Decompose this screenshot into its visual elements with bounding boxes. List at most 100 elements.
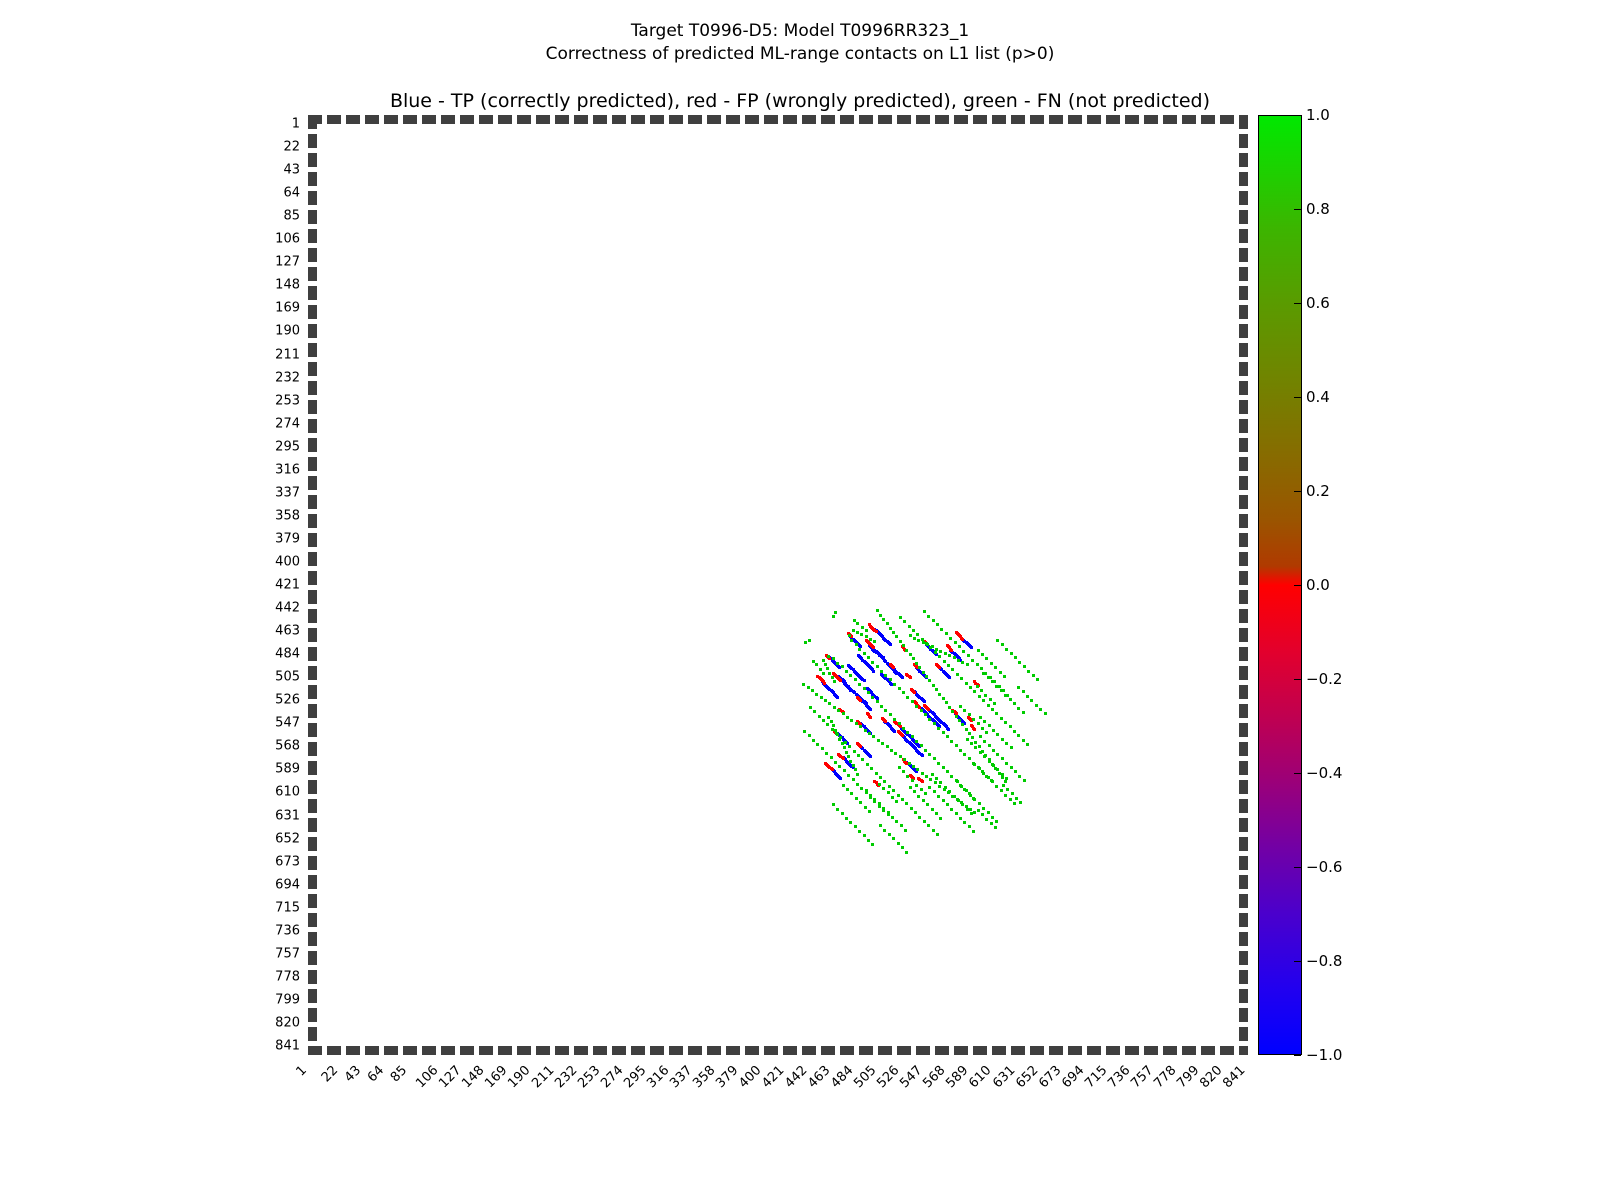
contact-point <box>841 757 845 761</box>
contact-point <box>837 752 841 756</box>
contact-point <box>999 789 1003 793</box>
contact-point <box>911 628 915 632</box>
contact-point <box>882 808 886 812</box>
contact-point <box>947 727 951 731</box>
contact-point <box>1004 693 1008 697</box>
contact-point <box>898 615 902 619</box>
contact-point <box>934 777 938 781</box>
y-tick-label: 694 <box>275 877 300 893</box>
x-tick-label: 715 <box>1081 1063 1111 1092</box>
contact-point <box>865 762 869 766</box>
contact-point <box>850 718 854 722</box>
contact-point <box>909 806 913 810</box>
contact-point <box>948 676 952 680</box>
contact-point <box>886 791 890 795</box>
x-tick-label: 379 <box>713 1063 742 1092</box>
contact-point <box>832 705 836 709</box>
contact-point <box>922 819 926 823</box>
contact-point <box>853 768 857 772</box>
contact-point <box>842 681 846 685</box>
contact-point <box>982 806 986 810</box>
contact-point <box>823 681 826 685</box>
contact-point <box>875 700 879 704</box>
x-tick-label: 757 <box>1128 1063 1157 1092</box>
contact-point <box>851 763 855 767</box>
contact-point <box>895 800 899 804</box>
contact-point <box>891 795 895 799</box>
x-tick-label: 232 <box>551 1063 580 1092</box>
contact-point <box>852 619 856 623</box>
contact-point <box>878 613 882 617</box>
y-tick-label: 274 <box>275 416 300 432</box>
contact-point <box>996 752 1000 756</box>
contact-point <box>905 648 909 652</box>
contact-point <box>961 637 965 641</box>
contact-point <box>921 799 925 803</box>
contact-point <box>1004 780 1008 784</box>
contact-point <box>829 720 833 723</box>
colorbar-tick-label: −0.8 <box>1306 952 1343 970</box>
contact-point <box>827 715 831 719</box>
contact-point <box>857 754 861 758</box>
x-tick-label: 358 <box>690 1063 719 1092</box>
contact-point <box>1012 702 1016 706</box>
contact-point <box>954 712 958 716</box>
contact-point <box>1018 660 1022 664</box>
contact-point <box>973 811 977 815</box>
contact-point <box>816 675 820 678</box>
contact-point <box>905 802 909 806</box>
contact-point <box>852 691 856 695</box>
contact-point <box>929 778 933 782</box>
contact-point <box>880 704 884 708</box>
contact-point <box>933 650 937 654</box>
contact-point <box>950 807 954 811</box>
contact-point <box>963 722 967 726</box>
contact-point <box>871 842 875 846</box>
contact-point <box>893 682 897 686</box>
contact-point <box>878 824 882 828</box>
contact-point <box>978 735 982 739</box>
contact-point <box>981 813 985 817</box>
contact-point <box>920 771 924 775</box>
contact-point <box>897 687 901 691</box>
contact-point <box>1000 772 1004 776</box>
contact-point <box>821 671 825 675</box>
contact-point <box>875 665 879 669</box>
contact-point <box>954 714 958 718</box>
contact-point <box>1004 721 1008 725</box>
contact-point <box>913 662 916 666</box>
contact-point <box>877 802 881 806</box>
contact-point <box>913 790 916 794</box>
y-tick-label: 1 <box>291 116 300 132</box>
y-tick-label: 43 <box>283 162 300 178</box>
y-tick-label: 505 <box>275 669 300 685</box>
y-tick-label: 337 <box>275 485 300 501</box>
contact-point <box>948 654 952 658</box>
contact-point <box>910 700 914 704</box>
contact-point <box>986 703 990 707</box>
contact-point <box>833 760 837 764</box>
colorbar-tick-label: −0.2 <box>1306 670 1343 688</box>
y-tick-label: 652 <box>275 831 300 847</box>
contact-point <box>992 728 996 732</box>
contact-point <box>999 689 1003 693</box>
contact-point <box>902 726 906 730</box>
contact-point <box>850 635 854 639</box>
contact-point <box>956 799 960 803</box>
contact-point <box>936 833 940 837</box>
figure-title-line-2: Correctness of predicted ML-range contac… <box>545 44 1055 64</box>
contact-point <box>859 745 863 749</box>
x-tick-label: 22 <box>318 1063 342 1086</box>
contact-point <box>940 627 944 631</box>
contact-point <box>959 704 963 708</box>
contact-point <box>892 789 896 793</box>
contact-point <box>982 699 986 703</box>
contact-point <box>913 700 916 704</box>
contact-point <box>977 802 981 806</box>
contact-point <box>1005 761 1009 765</box>
contact-point <box>910 735 914 739</box>
contact-point <box>896 793 900 797</box>
contact-point <box>869 793 873 797</box>
contact-point <box>854 796 858 800</box>
contact-point <box>859 725 863 729</box>
